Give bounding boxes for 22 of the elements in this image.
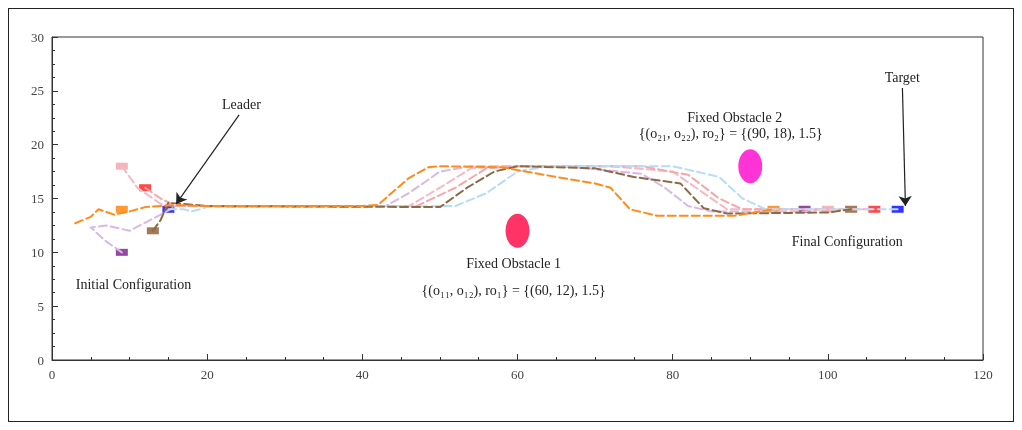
annotation: {(o₁₁, o₁₂), ro₁} = {(60, 12), 1.5} <box>421 282 606 299</box>
annotation: Leader <box>222 97 262 113</box>
annotation: Initial Configuration <box>75 277 192 293</box>
y-tick-label: 15 <box>31 191 44 206</box>
x-tick-label: 40 <box>355 367 369 382</box>
x-tick-label: 80 <box>666 367 680 382</box>
x-tick-label: 0 <box>48 367 56 382</box>
x-tick-label: 60 <box>511 367 524 382</box>
annotation: {(o₂₁, o₂₂), ro₂} = {(90, 18), 1.5} <box>638 126 823 143</box>
x-tick-label: 100 <box>818 367 838 382</box>
y-tick-label: 0 <box>37 352 44 368</box>
annotation: Target <box>884 69 921 85</box>
annotation: Fixed Obstacle 1 <box>466 255 562 271</box>
x-tick-label: 20 <box>200 367 214 382</box>
y-tick-label: 30 <box>31 29 44 45</box>
annotation: Final Configuration <box>791 234 903 250</box>
x-tick-label: 120 <box>973 367 993 382</box>
y-tick-label: 20 <box>31 137 44 153</box>
y-tick-label: 10 <box>31 244 44 260</box>
y-tick-label: 5 <box>37 298 44 314</box>
annotation: Fixed Obstacle 2 <box>687 110 783 126</box>
y-tick-label: 25 <box>31 83 44 99</box>
